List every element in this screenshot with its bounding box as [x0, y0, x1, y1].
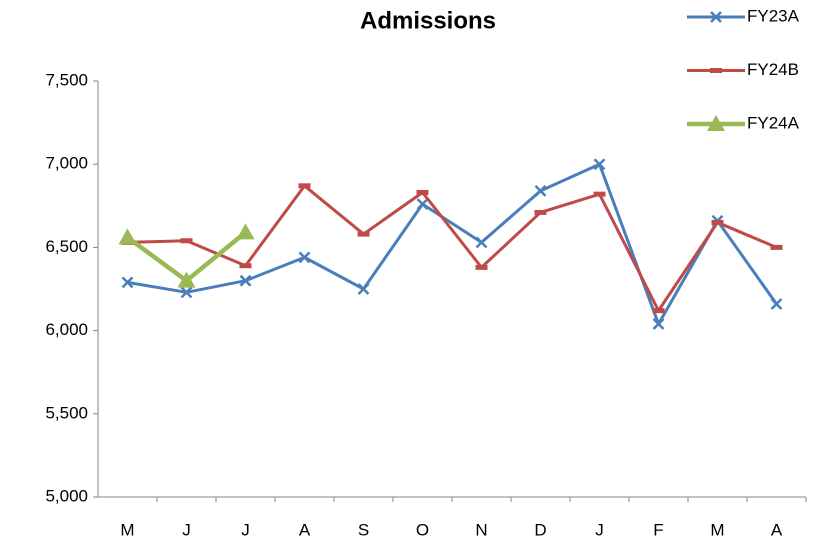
marker — [118, 228, 137, 245]
legend-label: FY23A — [747, 6, 800, 25]
marker — [416, 198, 429, 211]
marker — [475, 236, 488, 249]
x-tick-label: S — [358, 520, 369, 539]
x-tick-label: F — [653, 520, 663, 539]
marker — [236, 223, 255, 240]
x-tick-label: M — [710, 520, 724, 539]
marker — [180, 238, 193, 244]
marker — [121, 276, 134, 289]
y-tick-label: 5,500 — [45, 403, 88, 422]
x-tick-label: O — [416, 520, 429, 539]
series-line — [127, 162, 778, 326]
marker — [239, 274, 252, 287]
marker — [298, 183, 311, 189]
x-tick-label: J — [595, 520, 604, 539]
x-tick-label: D — [534, 520, 546, 539]
legend-label: FY24A — [747, 113, 800, 132]
marker — [593, 158, 606, 171]
chart-title: Admissions — [360, 7, 496, 34]
legend-label: FY24B — [747, 60, 799, 79]
marker — [652, 308, 665, 314]
marker — [177, 271, 196, 288]
marker — [475, 264, 488, 270]
marker — [770, 298, 783, 310]
x-tick-label: J — [241, 520, 250, 539]
marker — [534, 209, 547, 215]
marker — [711, 219, 724, 225]
series-line — [127, 184, 778, 313]
marker — [298, 251, 311, 264]
marker — [239, 263, 252, 269]
y-tick-label: 5,000 — [45, 486, 88, 505]
marker — [652, 318, 665, 330]
y-tick-label: 6,000 — [45, 320, 88, 339]
marker — [416, 189, 429, 195]
marker — [770, 244, 783, 250]
marker — [357, 231, 370, 237]
marker — [710, 11, 722, 23]
y-tick-label: 7,500 — [45, 70, 88, 89]
x-tick-label: M — [120, 520, 134, 539]
x-tick-label: N — [475, 520, 487, 539]
marker — [593, 191, 606, 197]
x-tick-label: A — [771, 520, 783, 539]
y-tick-label: 7,000 — [45, 154, 88, 173]
marker — [180, 286, 193, 299]
marker — [710, 68, 722, 73]
marker — [707, 115, 725, 131]
marker — [357, 283, 370, 295]
marker — [534, 184, 547, 197]
y-tick-label: 6,500 — [45, 237, 88, 256]
x-tick-label: A — [299, 520, 311, 539]
x-tick-label: J — [182, 520, 191, 539]
